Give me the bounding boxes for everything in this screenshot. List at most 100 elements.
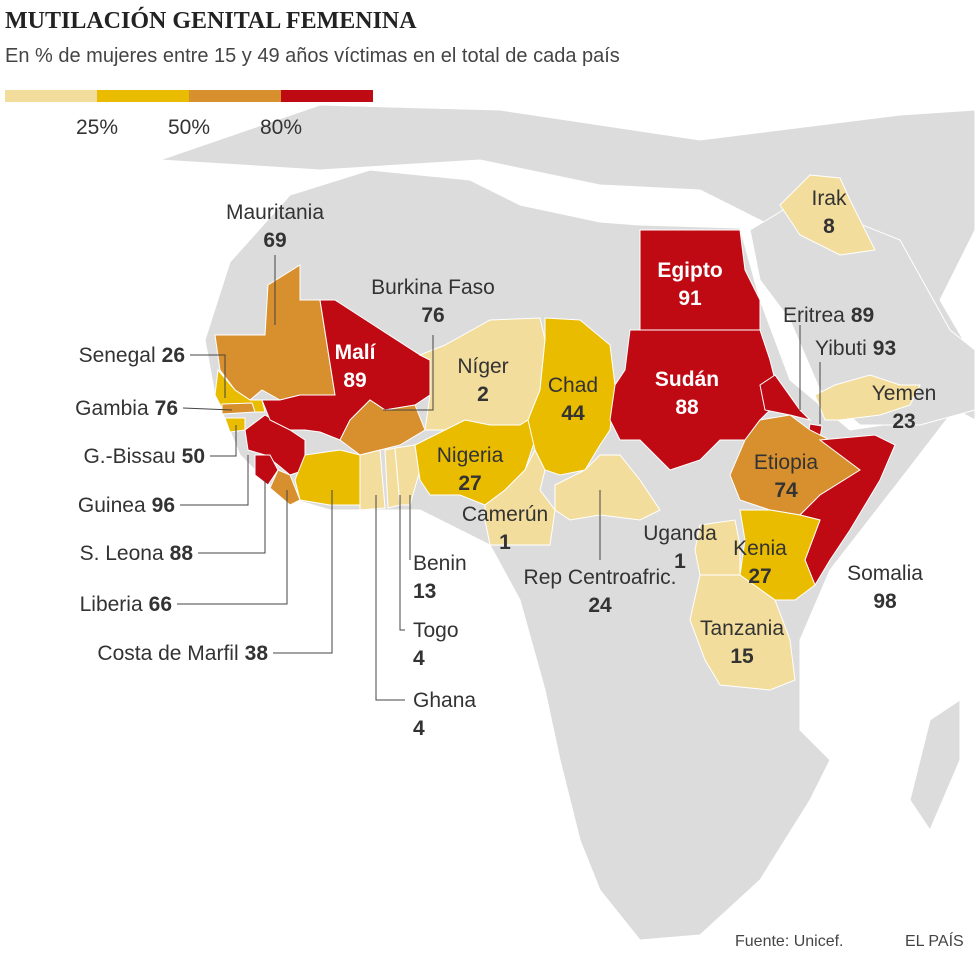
legend-swatch (281, 90, 373, 102)
country-value: 89 (851, 304, 874, 327)
land (909, 699, 961, 832)
leader-line (180, 455, 249, 506)
country-value: 15 (730, 645, 754, 668)
country-name: Guinea (78, 494, 146, 517)
legend-swatch (97, 90, 189, 102)
country-name: Somalia (847, 562, 923, 585)
country-value: 88 (675, 396, 699, 419)
land (749, 199, 976, 426)
country-name: Mauritania (226, 201, 324, 224)
countries (214, 174, 921, 691)
country-value: 76 (155, 397, 178, 420)
country-name: Benin (413, 552, 467, 575)
country-value: 8 (823, 215, 835, 238)
country-label: G.-Bissau 50 (83, 445, 205, 468)
leader-line (182, 407, 233, 411)
country (779, 174, 876, 256)
country-value: 4 (413, 717, 425, 740)
source: Fuente: Unicef. (735, 933, 844, 950)
country-value: 98 (873, 590, 897, 613)
country (224, 417, 246, 433)
country-name: S. Leona (80, 542, 164, 565)
country-name: G.-Bissau (83, 445, 175, 468)
country-name: Burkina Faso (371, 276, 495, 299)
legend-label: 50% (168, 116, 210, 139)
country (221, 402, 256, 415)
leader-line (273, 490, 333, 654)
country-name: Costa de Marfil (97, 642, 238, 665)
country-value: 93 (873, 337, 896, 360)
country-label: Costa de Marfil 38 (97, 642, 268, 665)
country-name: Tanzania (700, 617, 784, 640)
country (294, 449, 361, 506)
country-value: 50 (182, 445, 205, 468)
leader-line (210, 425, 237, 457)
country (739, 509, 821, 601)
country-name: Kenia (733, 537, 787, 560)
country-label: Eritrea 89 (783, 304, 874, 327)
country (484, 448, 556, 546)
country (554, 454, 661, 521)
country-name: Etiopia (754, 451, 819, 474)
country-value: 23 (892, 410, 915, 433)
leader-line (177, 490, 288, 605)
leader-line (399, 495, 405, 631)
country-value: 44 (561, 402, 585, 425)
legend-label: 25% (76, 116, 118, 139)
legend-swatch (5, 90, 97, 102)
country-name: Rep Centroafric. (524, 566, 677, 589)
leader-line (383, 335, 434, 411)
legend-label: 80% (260, 116, 302, 139)
country-name: Irak (811, 187, 847, 210)
country-value: 74 (774, 479, 798, 502)
country (814, 374, 921, 421)
subtitle: En % de mujeres entre 15 y 49 años vícti… (5, 45, 620, 67)
country-value: 66 (149, 593, 172, 616)
country (394, 444, 421, 506)
leader-line (190, 354, 226, 398)
country (269, 469, 301, 506)
legend-swatch (189, 90, 281, 102)
country-label: Liberia 66 (80, 593, 172, 616)
country-name: Nigeria (437, 444, 504, 467)
country-label: S. Leona 88 (80, 542, 194, 565)
country-value: 76 (421, 304, 444, 327)
country (254, 454, 279, 486)
country-value: 27 (458, 472, 481, 495)
country-name: Níger (457, 355, 508, 378)
country-name: Yibuti (815, 337, 867, 360)
country-value: 1 (499, 531, 511, 554)
country-label: Guinea 96 (78, 494, 175, 517)
country (759, 374, 812, 421)
country-name: Malí (335, 341, 377, 364)
country-value: 2 (477, 383, 489, 406)
country-name: Sudán (655, 368, 719, 391)
country-name: Camerún (462, 503, 548, 526)
country-label: Senegal 26 (79, 344, 185, 367)
country-name: Uganda (643, 522, 717, 545)
country-name: Senegal (79, 344, 156, 367)
country-name: Eritrea (783, 304, 845, 327)
leader-line (198, 480, 266, 554)
country-name: Yemen (872, 382, 937, 405)
country-value: 91 (678, 287, 702, 310)
country-name: Togo (413, 619, 459, 642)
country-name: Ghana (413, 689, 476, 712)
country-name: Gambia (75, 397, 149, 420)
country (689, 574, 796, 691)
country-name: Egipto (657, 259, 722, 282)
country-value: 24 (588, 594, 612, 617)
country-label: Yibuti 93 (815, 337, 896, 360)
country (527, 317, 616, 476)
leader-line (375, 495, 405, 701)
country-value: 38 (245, 642, 269, 665)
country-value: 88 (170, 542, 194, 565)
country-value: 13 (413, 580, 436, 603)
country-label: Gambia 76 (75, 397, 178, 420)
country-value: 4 (413, 647, 425, 670)
country-name: Liberia (80, 593, 143, 616)
country-value: 27 (748, 565, 771, 588)
country (414, 419, 536, 506)
country-value: 96 (152, 494, 175, 517)
